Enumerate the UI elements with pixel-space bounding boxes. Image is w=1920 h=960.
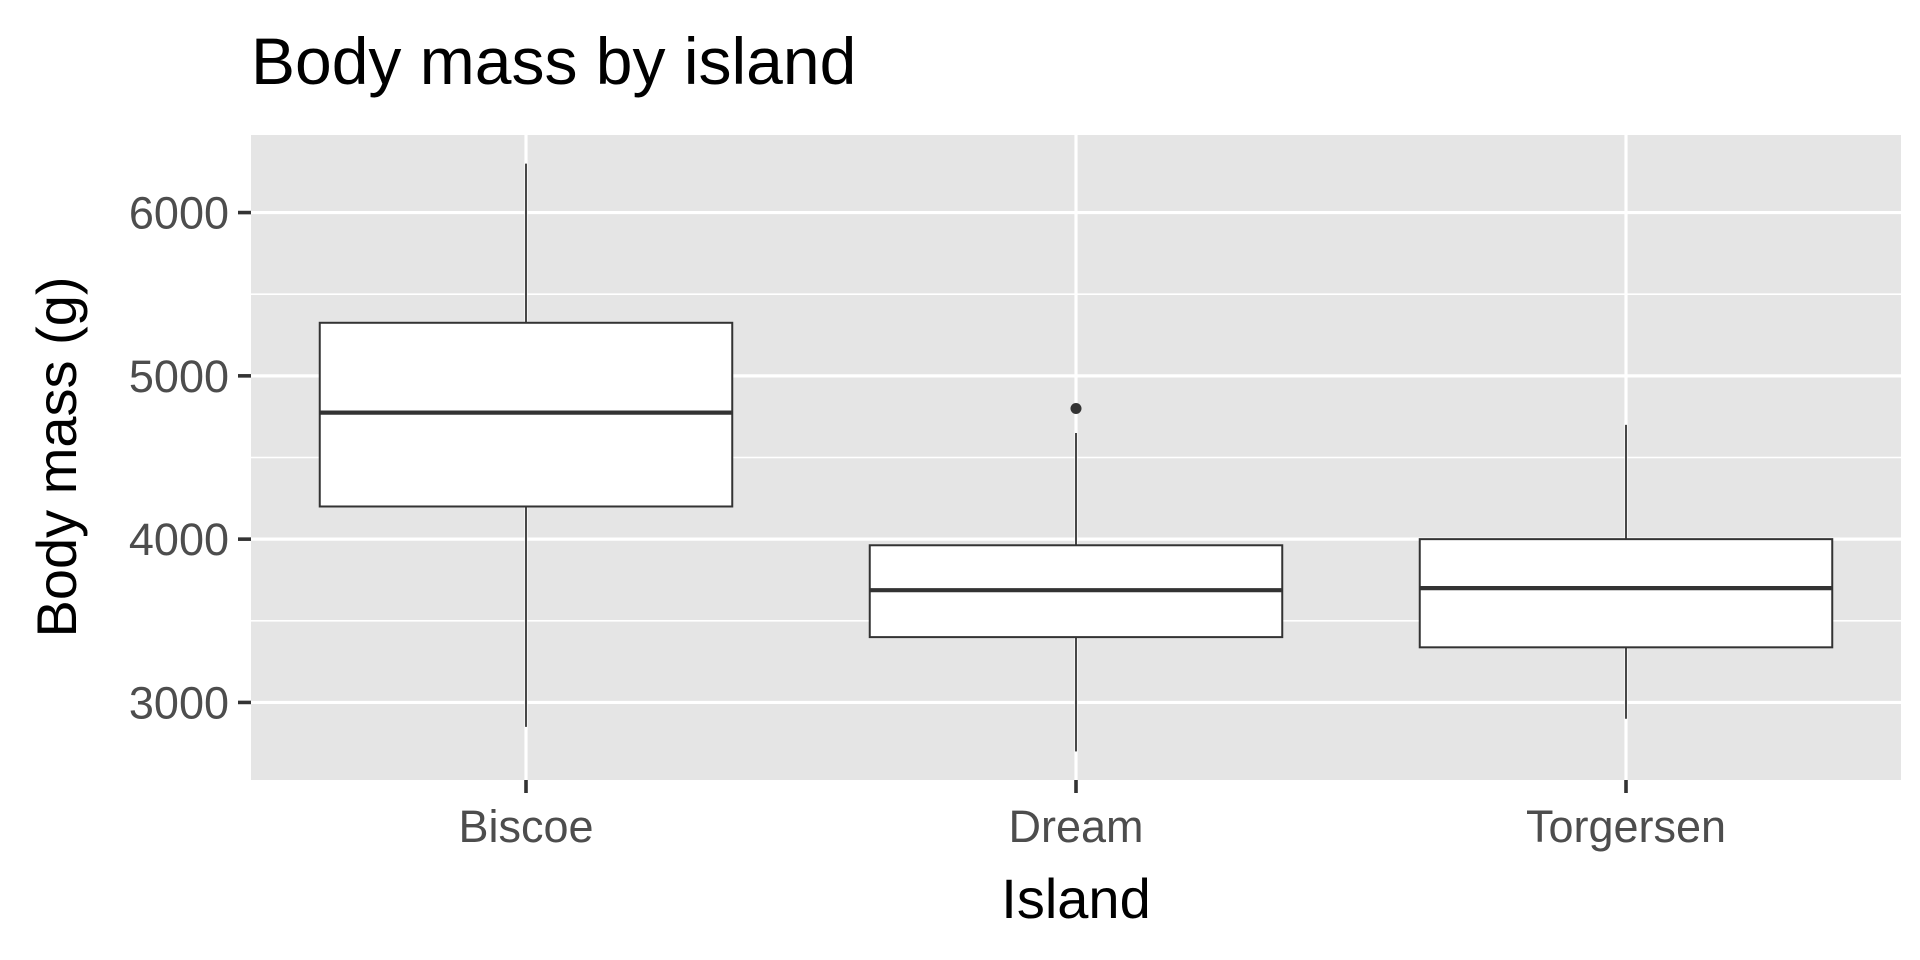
iqr-box [1418,538,1834,649]
box-biscoe [318,163,734,727]
outlier-point [1070,403,1082,415]
y-tick-label: 5000 [129,351,229,402]
x-tick-label: Torgersen [1526,801,1726,852]
y-tick-label: 6000 [129,188,229,239]
y-axis: 3000 4000 5000 6000 [129,188,251,728]
x-axis-title: Island [1001,867,1150,930]
box-torgersen [1418,424,1834,719]
y-tick-label: 3000 [129,677,229,728]
chart-title: Body mass by island [251,24,856,98]
x-tick-label: Biscoe [458,801,593,852]
y-axis-title: Body mass (g) [25,277,88,638]
x-axis: Biscoe Dream Torgersen [458,780,1726,852]
boxes [318,163,1834,752]
x-tick-label: Dream [1008,801,1143,852]
y-tick-label: 4000 [129,514,229,565]
box-dream [868,403,1284,752]
